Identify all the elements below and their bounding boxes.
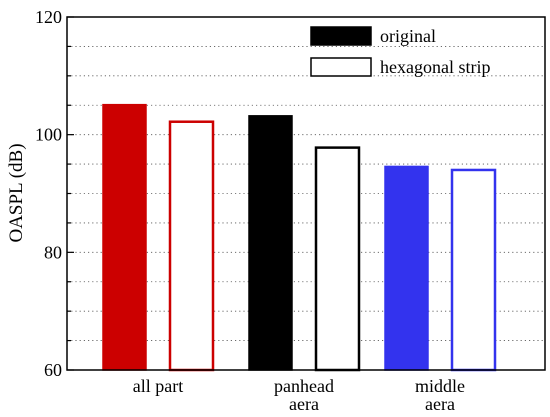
- bar-hexagonal-strip: [450, 168, 497, 372]
- x-category-label: all part: [133, 376, 183, 396]
- x-category-label: panhead: [274, 376, 334, 396]
- bar-group: [102, 103, 497, 372]
- y-axis: 60 80 100 120: [35, 7, 74, 380]
- y-tick-label: 80: [44, 242, 62, 262]
- x-category-label: aera: [425, 394, 455, 414]
- legend: original hexagonal strip: [310, 26, 490, 77]
- y-tick-label: 120: [35, 7, 62, 27]
- y-tick-label: 100: [35, 125, 62, 145]
- y-tick-label: 60: [44, 360, 62, 380]
- bar-hexagonal-strip: [314, 146, 361, 372]
- y-axis-title: OASPL (dB): [6, 143, 27, 242]
- legend-label-hexagonal-strip: hexagonal strip: [380, 57, 490, 77]
- bar-original: [102, 103, 147, 371]
- bar-hexagonal-strip: [168, 120, 215, 372]
- legend-marker-hexagonal-strip: [310, 57, 372, 77]
- bar-original: [384, 165, 429, 371]
- legend-label-original: original: [380, 26, 436, 46]
- bar-original: [248, 115, 293, 371]
- legend-marker-original: [310, 26, 372, 46]
- x-category-label: middle: [415, 376, 465, 396]
- x-category-label: aera: [289, 394, 319, 414]
